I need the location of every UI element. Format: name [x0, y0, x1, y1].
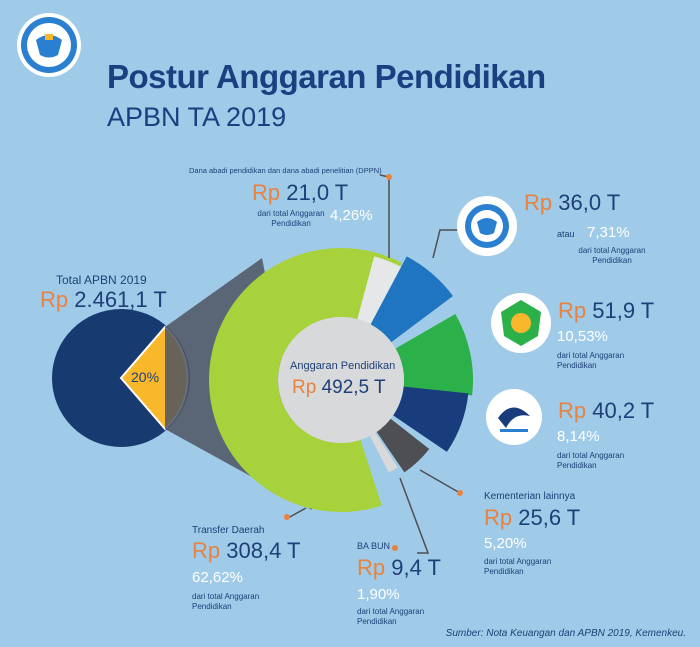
babun-pct: 1,90%: [357, 586, 400, 603]
lainnya-pct: 5,20%: [484, 535, 527, 552]
ristekdikti-pct: 8,14%: [557, 428, 600, 445]
kemdikbud-note: dari total Anggaran Pendidikan: [578, 246, 646, 265]
transfer-title: Transfer Daerah: [192, 525, 265, 536]
babun-value: Rp 9,4 T: [357, 555, 441, 580]
slice-kemenag: [395, 314, 473, 396]
ristekdikti-logo: [486, 389, 542, 445]
transfer-note: dari total Anggaran Pendidikan: [192, 592, 260, 611]
leader-dots: [284, 174, 463, 551]
lainnya-value: Rp 25,6 T: [484, 505, 581, 530]
kemdikbud-pct: 7,31%: [587, 224, 630, 241]
slice-kemdikbud: [370, 256, 453, 343]
dppn-value: Rp 21,0 T: [252, 180, 349, 205]
kemenag-logo: [491, 293, 551, 353]
total-apbn-value: Rp 2.461,1 T: [40, 287, 167, 312]
slice-transfer: [209, 248, 402, 513]
slice-babun: [369, 432, 398, 473]
kemdikbud-atau: atau: [557, 229, 575, 239]
education-share-label: 20%: [131, 369, 160, 385]
ristekdikti-note: dari total Anggaran Pendidikan: [557, 451, 625, 470]
leader-lines: [287, 174, 462, 554]
kemenag-note: dari total Anggaran Pendidikan: [557, 351, 625, 370]
total-apbn-label: Total APBN 2019: [56, 273, 147, 287]
dppn-title: Dana abadi pendidikan dan dana abadi pen…: [189, 166, 382, 175]
dppn-pct: 4,26%: [330, 207, 373, 224]
transfer-value: Rp 308,4 T: [192, 538, 301, 563]
kemenag-value: Rp 51,9 T: [558, 298, 655, 323]
page-subtitle: APBN TA 2019: [107, 102, 287, 132]
babun-note: dari total Anggaran Pendidikan: [357, 607, 425, 626]
babun-title: BA BUN: [357, 541, 391, 551]
center-label: Anggaran Pendidikan: [290, 360, 396, 372]
lainnya-title: Kementerian lainnya: [484, 491, 576, 502]
kemdikbud-logo-small: [457, 196, 517, 256]
lainnya-note: dari total Anggaran Pendidikan: [484, 557, 552, 576]
ristekdikti-value: Rp 40,2 T: [558, 398, 655, 423]
donut-center: [278, 317, 404, 443]
kemenag-pct: 10,53%: [557, 328, 608, 345]
slice-ristekdikti: [393, 386, 469, 452]
kemdikbud-value: Rp 36,0 T: [524, 190, 621, 215]
transfer-pct: 62,62%: [192, 569, 243, 586]
page-title: Postur Anggaran Pendidikan: [107, 58, 546, 95]
source-note: Sumber: Nota Keuangan dan APBN 2019, Kem…: [445, 628, 686, 639]
slice-dppn: [357, 256, 404, 325]
center-value: Rp 492,5 T: [292, 377, 386, 398]
kemdikbud-logo: [17, 13, 81, 77]
education-budget-donut: [209, 248, 473, 513]
dppn-note: dari total Anggaran Pendidikan: [257, 209, 325, 228]
slice-lainnya: [376, 418, 430, 473]
